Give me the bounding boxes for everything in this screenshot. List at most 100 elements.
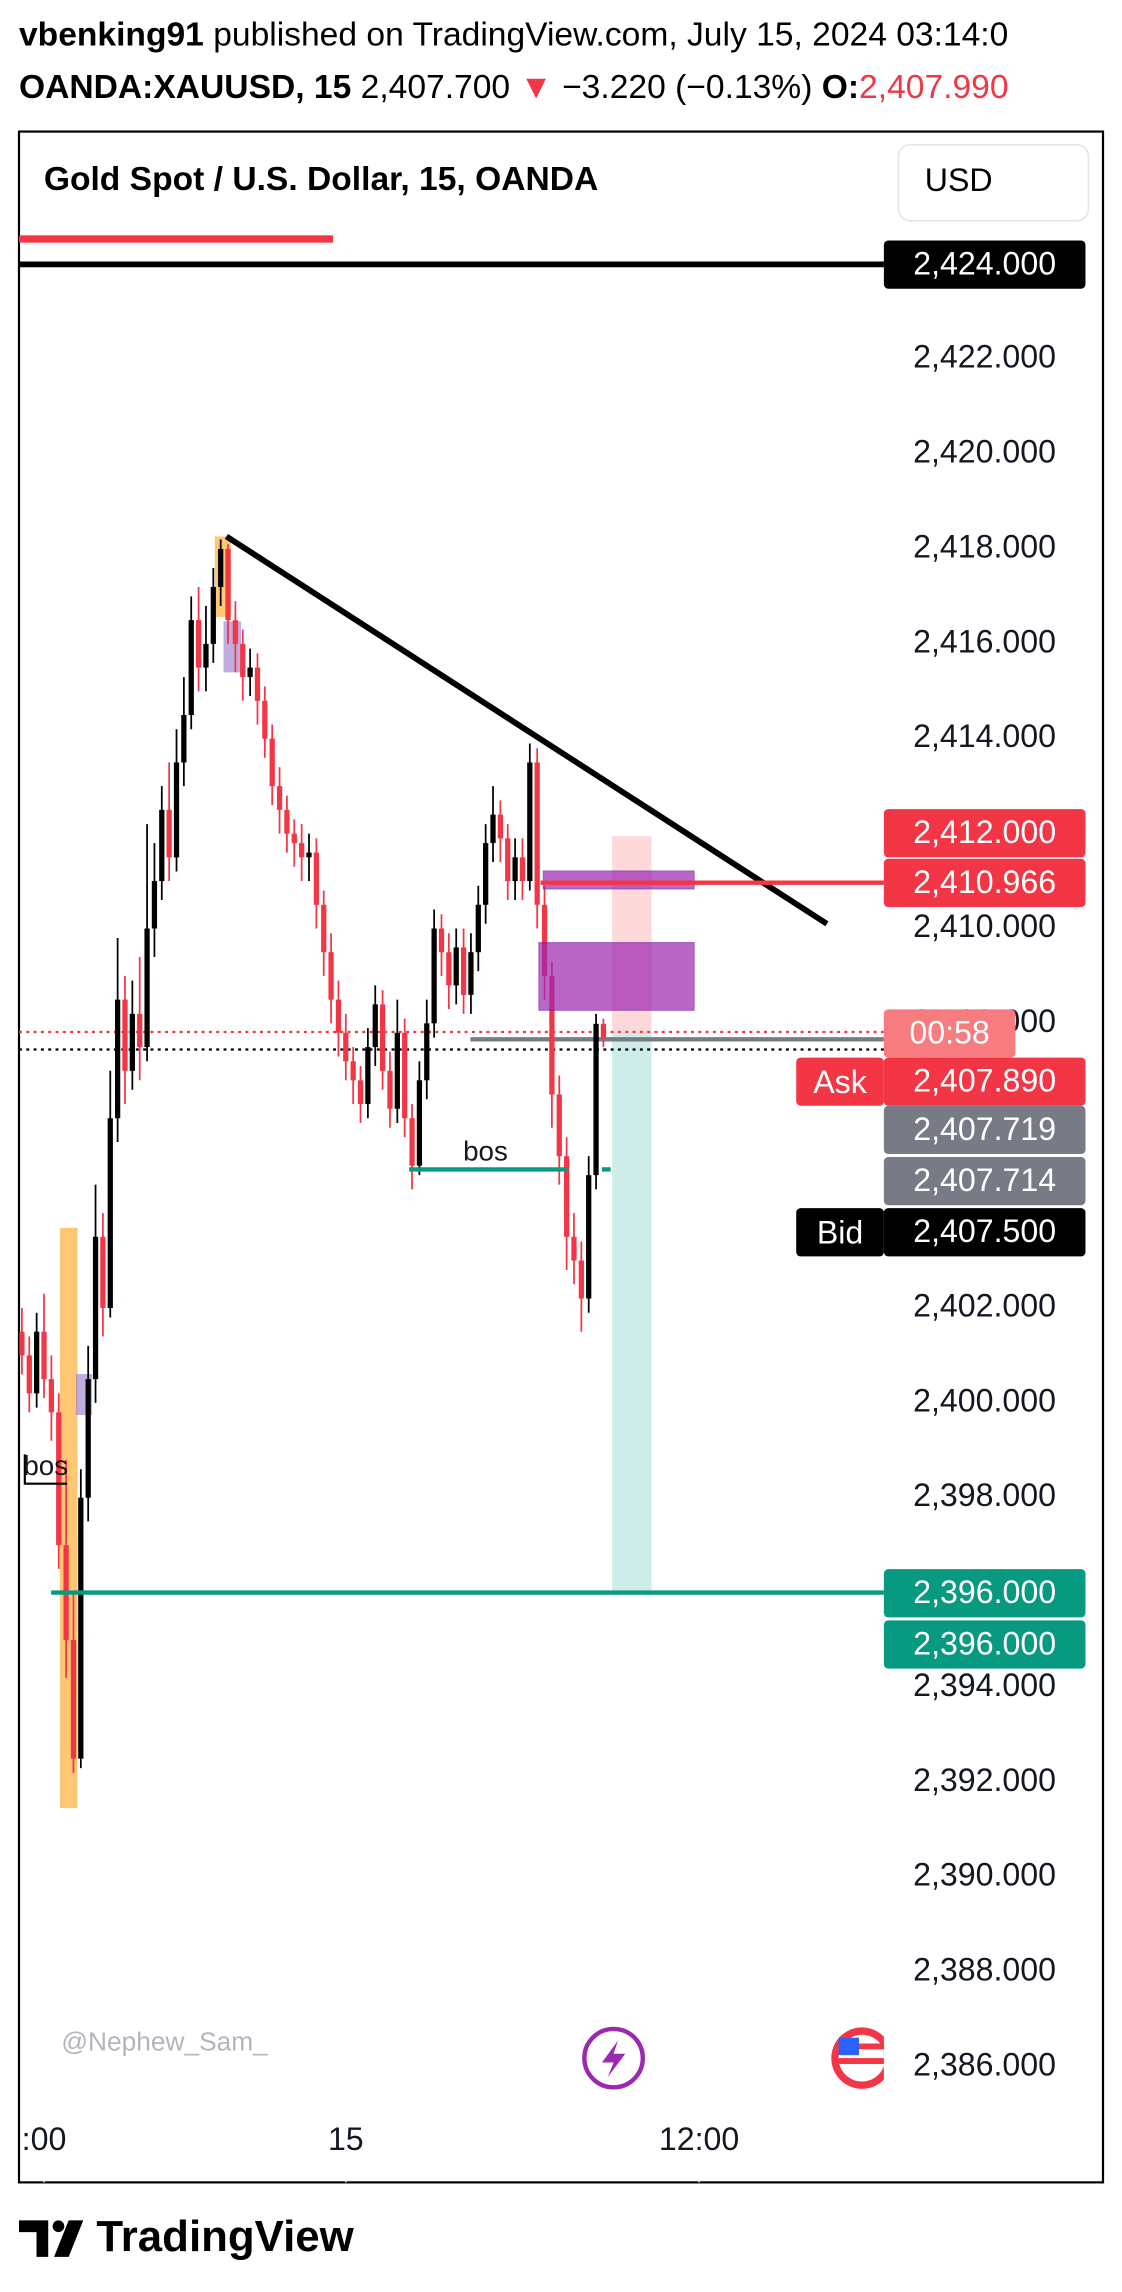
lightning-icon[interactable]: [582, 2026, 646, 2090]
candle-body: [321, 904, 327, 953]
y-tick-label: 2,402.000: [913, 1287, 1056, 1323]
candle-body: [92, 1236, 99, 1380]
order-block: [542, 870, 695, 890]
price-tag: [796, 1208, 884, 1257]
y-tick-label: 2,418.000: [913, 528, 1056, 564]
candle-body: [85, 1379, 91, 1498]
target-zone: [612, 1033, 652, 1594]
candle-body: [247, 667, 253, 678]
open-value: 2,407.990: [859, 69, 1008, 106]
candle-body: [122, 999, 128, 1071]
candle-body: [195, 620, 202, 668]
candle-body: [159, 809, 165, 882]
candle-body: [402, 1032, 408, 1119]
price-badge: [883, 1057, 1086, 1106]
candle-body: [343, 1032, 349, 1062]
candle-body: [328, 952, 334, 1000]
candle-body: [460, 947, 467, 995]
candle-body: [379, 1004, 386, 1071]
logo-part: [52, 2220, 65, 2233]
price-tag-label: Ask: [813, 1064, 867, 1100]
y-tick-label: 2,398.000: [913, 1477, 1056, 1513]
published: published on TradingView.com, July 15, 2…: [213, 16, 1008, 53]
candle-body: [534, 762, 540, 905]
candle-body: [409, 1118, 415, 1166]
open-label: O:: [822, 69, 859, 106]
candle-body: [232, 620, 239, 644]
candle-body: [600, 1023, 607, 1038]
candle-body: [453, 947, 459, 986]
candle-body: [306, 852, 312, 858]
candle-body: [107, 1118, 113, 1308]
price-badge-label: 2,396.000: [913, 1625, 1056, 1661]
price-badge-label: 2,407.500: [913, 1213, 1056, 1249]
flag-stripe: [838, 2043, 884, 2050]
logo-icon: [18, 2220, 84, 2257]
y-tick-label: 2,388.000: [913, 1952, 1056, 1988]
logo-part: [18, 2220, 49, 2257]
price-badge-label: 2,407.890: [913, 1063, 1056, 1099]
candle-body: [394, 1032, 400, 1109]
watermark: @Nephew_Sam_: [61, 2026, 268, 2056]
candle-body: [181, 715, 187, 763]
price-badge-label: 2,424.000: [913, 246, 1056, 282]
price-badge: [883, 1208, 1086, 1257]
change: −3.220 (−0.13%): [562, 69, 812, 106]
candle-body: [262, 700, 268, 739]
price-tag: [796, 1057, 884, 1106]
candle-body: [26, 1355, 32, 1394]
user: vbenking91: [19, 16, 204, 53]
candle-body: [416, 1080, 423, 1166]
candle-body: [299, 843, 305, 858]
price-badge: [883, 1569, 1086, 1618]
price-badge: [883, 1620, 1086, 1669]
title-underline: [18, 235, 334, 243]
candle-body: [527, 762, 533, 882]
y-tick-label: 2,386.000: [913, 2046, 1056, 2082]
candle-body: [254, 667, 261, 701]
candle-body: [350, 1061, 356, 1081]
price-badge: [883, 1009, 1016, 1058]
annotation: bos: [463, 1136, 508, 1167]
candle-body: [519, 857, 526, 882]
candle-body: [446, 952, 452, 986]
y-tick-label: 2,394.000: [913, 1667, 1056, 1703]
candle-body: [512, 857, 518, 882]
candle-body: [114, 999, 121, 1119]
lightning-glyph: [601, 2040, 626, 2078]
candle-body: [240, 643, 246, 678]
price-badge-label: 2,407.719: [913, 1111, 1056, 1147]
candle-body: [48, 1379, 55, 1413]
candle-body: [56, 1412, 62, 1546]
currency-button[interactable]: [897, 143, 1090, 222]
candle-body: [144, 928, 150, 1048]
flag-stripe: [838, 2058, 884, 2064]
candle-body: [70, 1640, 77, 1759]
annotation: bos: [23, 1450, 68, 1481]
candle-body: [129, 1013, 135, 1071]
last-price: 2,407.700: [361, 69, 510, 106]
candle-body: [549, 975, 555, 1095]
candle-body: [424, 1023, 430, 1081]
candle-body: [218, 548, 224, 587]
quote-line: OANDA:XAUUSD, 15 2,407.700 ▼ −3.220 (−0.…: [19, 69, 1009, 106]
logo-part: [54, 2220, 84, 2257]
zone: [223, 621, 242, 673]
candle-body: [365, 1047, 371, 1104]
x-tick-label: 12:00: [659, 2121, 739, 2157]
x-tick-label: 15: [328, 2121, 364, 2157]
candle-body: [188, 620, 194, 716]
flag-canton: [838, 2037, 860, 2056]
candle-body: [586, 1175, 592, 1299]
candle-body: [313, 852, 319, 905]
logo-text: TradingView: [96, 2212, 354, 2261]
candle-body: [483, 843, 489, 905]
candle-body: [475, 904, 481, 953]
trend-line: [224, 533, 829, 927]
candle-body: [556, 1094, 562, 1157]
candle-body: [387, 1070, 393, 1109]
candle-body: [593, 1023, 599, 1176]
y-tick-label: 2,414.000: [913, 718, 1056, 754]
y-tick-label: 2,420.000: [913, 434, 1056, 470]
